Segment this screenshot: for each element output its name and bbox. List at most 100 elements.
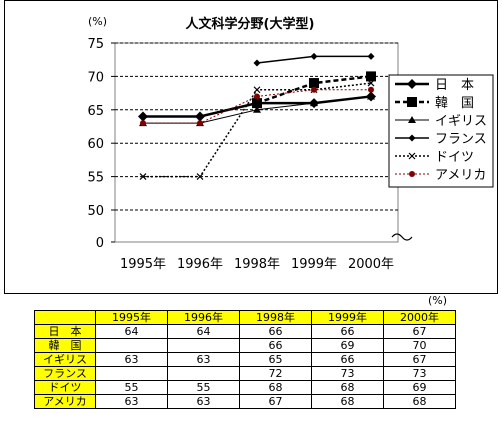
- chart-frame: 75 70 65 60 55 50 0 1995年 1996年 1998年 1999年 2000年 人文…: [4, 0, 498, 294]
- table-cell: 67: [383, 324, 456, 339]
- table-cell: [95, 366, 168, 381]
- table-cell: 63: [167, 352, 240, 367]
- series-line: [143, 89, 371, 124]
- table-cell: 68: [239, 380, 312, 395]
- marker-triangle: [253, 105, 261, 113]
- marker-diamond: [408, 134, 416, 142]
- marker-diamond: [407, 79, 417, 89]
- table-cell: 69: [311, 338, 384, 353]
- legend-label: アメリカ: [435, 168, 486, 183]
- table-cell: 63: [167, 394, 240, 409]
- y-tick-label: 60: [87, 137, 104, 152]
- marker-circle: [409, 171, 415, 177]
- table-cell: 72: [239, 366, 312, 381]
- table-cell: 64: [95, 324, 168, 339]
- y-tick-label: 70: [87, 70, 104, 85]
- table-cell: 63: [95, 352, 168, 367]
- table-row-label: 韓 国: [34, 338, 96, 353]
- marker-diamond: [253, 59, 261, 67]
- y-tick-label: 50: [87, 204, 104, 219]
- table-row: 韓 国 66 69 70: [34, 338, 456, 353]
- y-tick-label: 55: [87, 171, 104, 186]
- table-row-label: 日 本: [34, 324, 96, 339]
- table-cell: 69: [383, 380, 456, 395]
- marker-diamond: [138, 111, 148, 122]
- table-row-label: イギリス: [34, 352, 96, 367]
- table-cell: 65: [239, 352, 312, 367]
- marker-square: [366, 71, 376, 82]
- table-cell: [167, 338, 240, 353]
- x-tick-label: 1996年: [177, 257, 223, 272]
- legend-label: 韓 国: [435, 96, 474, 111]
- data-table: 1995年 1996年 1998年 1999年 2000年 日 本 64 64 66 6…: [34, 310, 456, 409]
- y-tick-label: 0: [96, 236, 104, 251]
- table-row: フランス 72 73 73: [34, 366, 456, 381]
- marker-diamond: [367, 52, 375, 60]
- line-chart: 75 70 65 60 55 50 0 1995年 1996年 1998年 1999年 2000年 人文…: [4, 0, 498, 294]
- x-tick-label: 1999年: [291, 257, 337, 272]
- marker-diamond: [310, 52, 318, 60]
- table-cell: [167, 366, 240, 381]
- marker-square: [407, 97, 417, 107]
- marker-circle: [311, 86, 317, 93]
- table-row: 日 本 64 64 66 66 67: [34, 324, 456, 339]
- marker-x: [367, 79, 375, 87]
- table-cell: 73: [311, 366, 384, 381]
- table-unit-label: (%): [428, 294, 448, 307]
- marker-square: [252, 98, 262, 109]
- table-row: イギリス 63 63 65 66 67: [34, 352, 456, 367]
- table-header-cell: 1995年: [95, 310, 168, 325]
- chart-title: 人文科学分野(大学型): [186, 16, 315, 32]
- marker-x: [253, 86, 261, 94]
- table-cell: 73: [383, 366, 456, 381]
- table-header-cell: 1999年: [311, 310, 384, 325]
- x-tick-label: 1995年: [120, 257, 166, 272]
- marker-triangle: [310, 99, 318, 107]
- table-cell: 55: [95, 380, 168, 395]
- marker-circle: [254, 93, 260, 100]
- table-header-cell: 2000年: [383, 310, 456, 325]
- table-cell: 66: [311, 352, 384, 367]
- table-cell: 55: [167, 380, 240, 395]
- marker-triangle: [408, 116, 416, 123]
- marker-square: [309, 78, 319, 89]
- table-cell: [95, 338, 168, 353]
- table-corner-cell: [34, 310, 96, 325]
- marker-circle: [197, 120, 203, 127]
- plot-area: [114, 42, 399, 243]
- legend-label: ドイツ: [435, 150, 474, 165]
- marker-x: [196, 173, 204, 181]
- marker-circle: [140, 120, 146, 127]
- table-header-cell: 1996年: [167, 310, 240, 325]
- legend-box: [388, 74, 494, 188]
- marker-x: [408, 152, 416, 160]
- axis-break-icon: [391, 233, 413, 241]
- marker-triangle: [367, 92, 375, 100]
- table-header-cell: 1998年: [239, 310, 312, 325]
- marker-diamond: [195, 111, 205, 122]
- table-cell: 68: [383, 394, 456, 409]
- table-header-row: 1995年 1996年 1998年 1999年 2000年: [34, 310, 456, 325]
- table-cell: 63: [95, 394, 168, 409]
- marker-x: [139, 173, 147, 181]
- y-tick-label: 75: [87, 37, 104, 52]
- marker-circle: [368, 86, 374, 93]
- table-cell: 67: [383, 352, 456, 367]
- legend-label: 日 本: [435, 78, 474, 93]
- table-cell: 68: [311, 380, 384, 395]
- table-row: ドイツ 55 55 68 68 69: [34, 380, 456, 395]
- table-row: アメリカ 63 63 67 68 68: [34, 394, 456, 409]
- table-cell: 68: [311, 394, 384, 409]
- table-body: 日 本 64 64 66 66 67 韓 国 66 69 70 イギリス 63 63 65 66 67 フランス…: [34, 324, 456, 409]
- y-tick-label: 65: [87, 104, 104, 119]
- table-row-label: フランス: [34, 366, 96, 381]
- table-cell: 67: [239, 394, 312, 409]
- table-cell: 70: [383, 338, 456, 353]
- legend-label: フランス: [435, 132, 487, 147]
- x-tick-label: 1998年: [234, 257, 280, 272]
- table-cell: 66: [311, 324, 384, 339]
- table-cell: 66: [239, 338, 312, 353]
- table-cell: 66: [239, 324, 312, 339]
- x-tick-label: 2000年: [348, 257, 394, 272]
- legend-label: イギリス: [435, 114, 487, 129]
